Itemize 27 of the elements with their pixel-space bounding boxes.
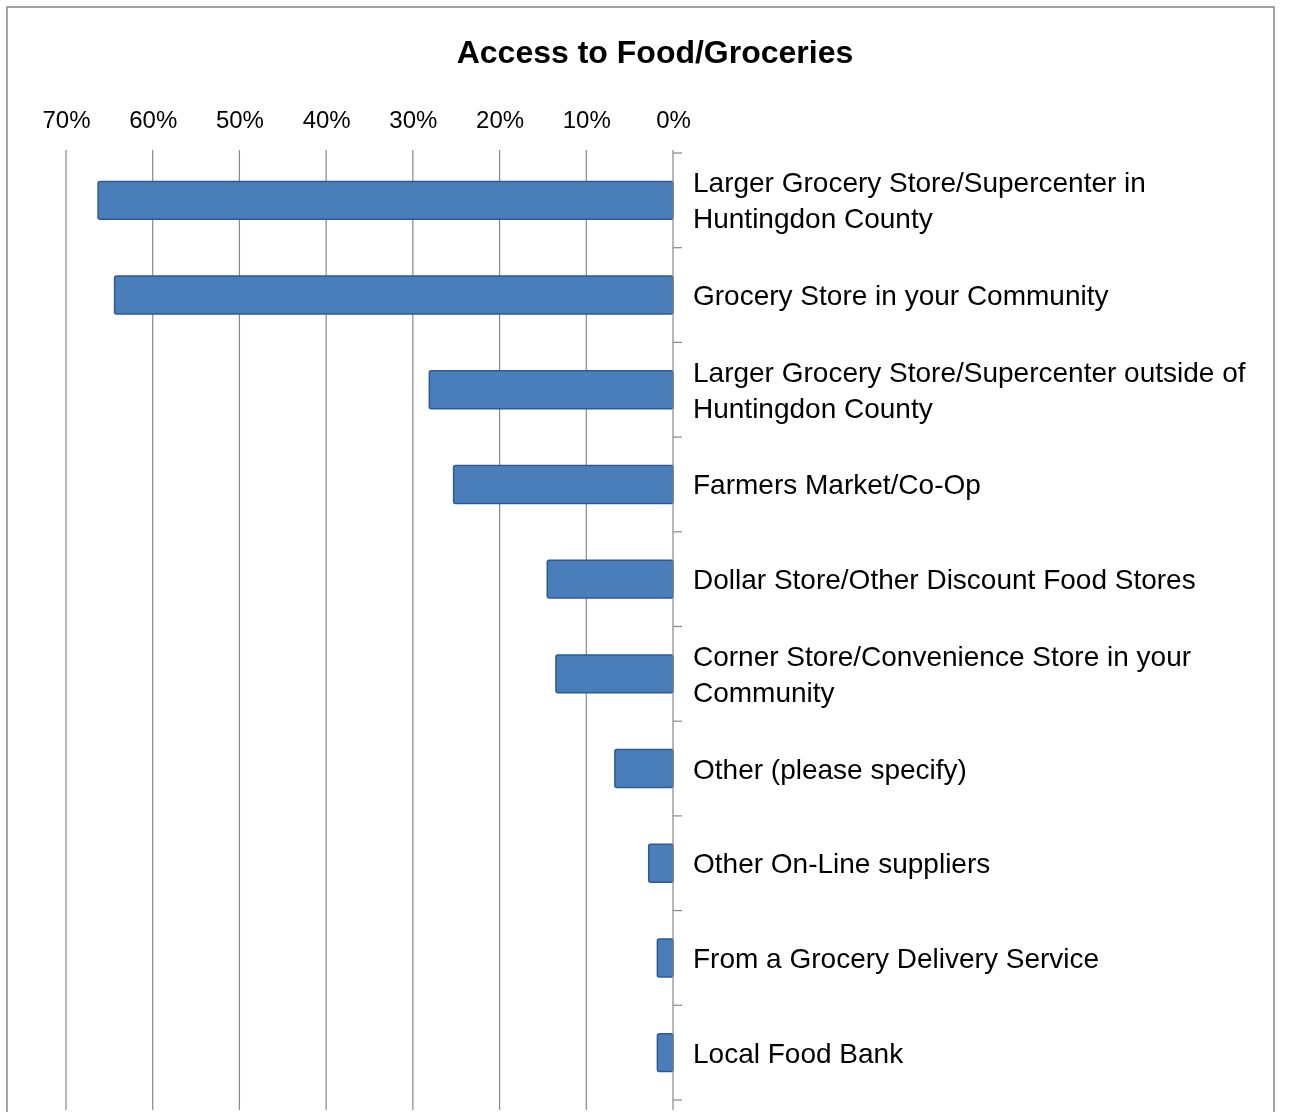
bar [555,654,674,694]
y-tick-label: Local Food Bank [693,1037,905,1069]
bar [428,370,674,410]
x-tick-label: 30% [389,106,438,133]
x-tick-label: 50% [215,106,264,133]
x-tick-label: 10% [562,106,611,133]
y-tick-label: Dollar Store/Other Discount Food Stores [693,564,1196,596]
x-tick-label: 20% [476,106,525,133]
bar [113,275,674,315]
x-tick-label: 0% [656,106,691,133]
bar [614,748,674,789]
chart-title: Access to Food/Groceries [456,34,854,70]
x-tick-label: 60% [129,106,178,133]
x-tick-label: 70% [42,106,91,133]
y-tick-label: Larger Grocery Store/Supercenter outside of Huntingdon County [693,356,1246,424]
bar [452,464,674,505]
y-tick-label: Larger Grocery Store/Supercenter in Huntingdon County [693,167,1146,235]
y-tick-label: Corner Store/Convenience Store in your Community [693,640,1192,708]
bar [97,180,674,221]
x-tick-label: 40% [302,106,351,133]
y-tick-label: Farmers Market/Co-Op [693,469,981,501]
bar [647,843,674,883]
y-tick-label: Other On-Line suppliers [693,848,991,880]
y-tick-label: Grocery Store in your Community [693,280,1109,312]
y-tick-label: Other (please specify) [693,753,967,785]
y-tick-label: From a Grocery Delivery Service [693,942,1100,974]
bar [546,559,674,599]
